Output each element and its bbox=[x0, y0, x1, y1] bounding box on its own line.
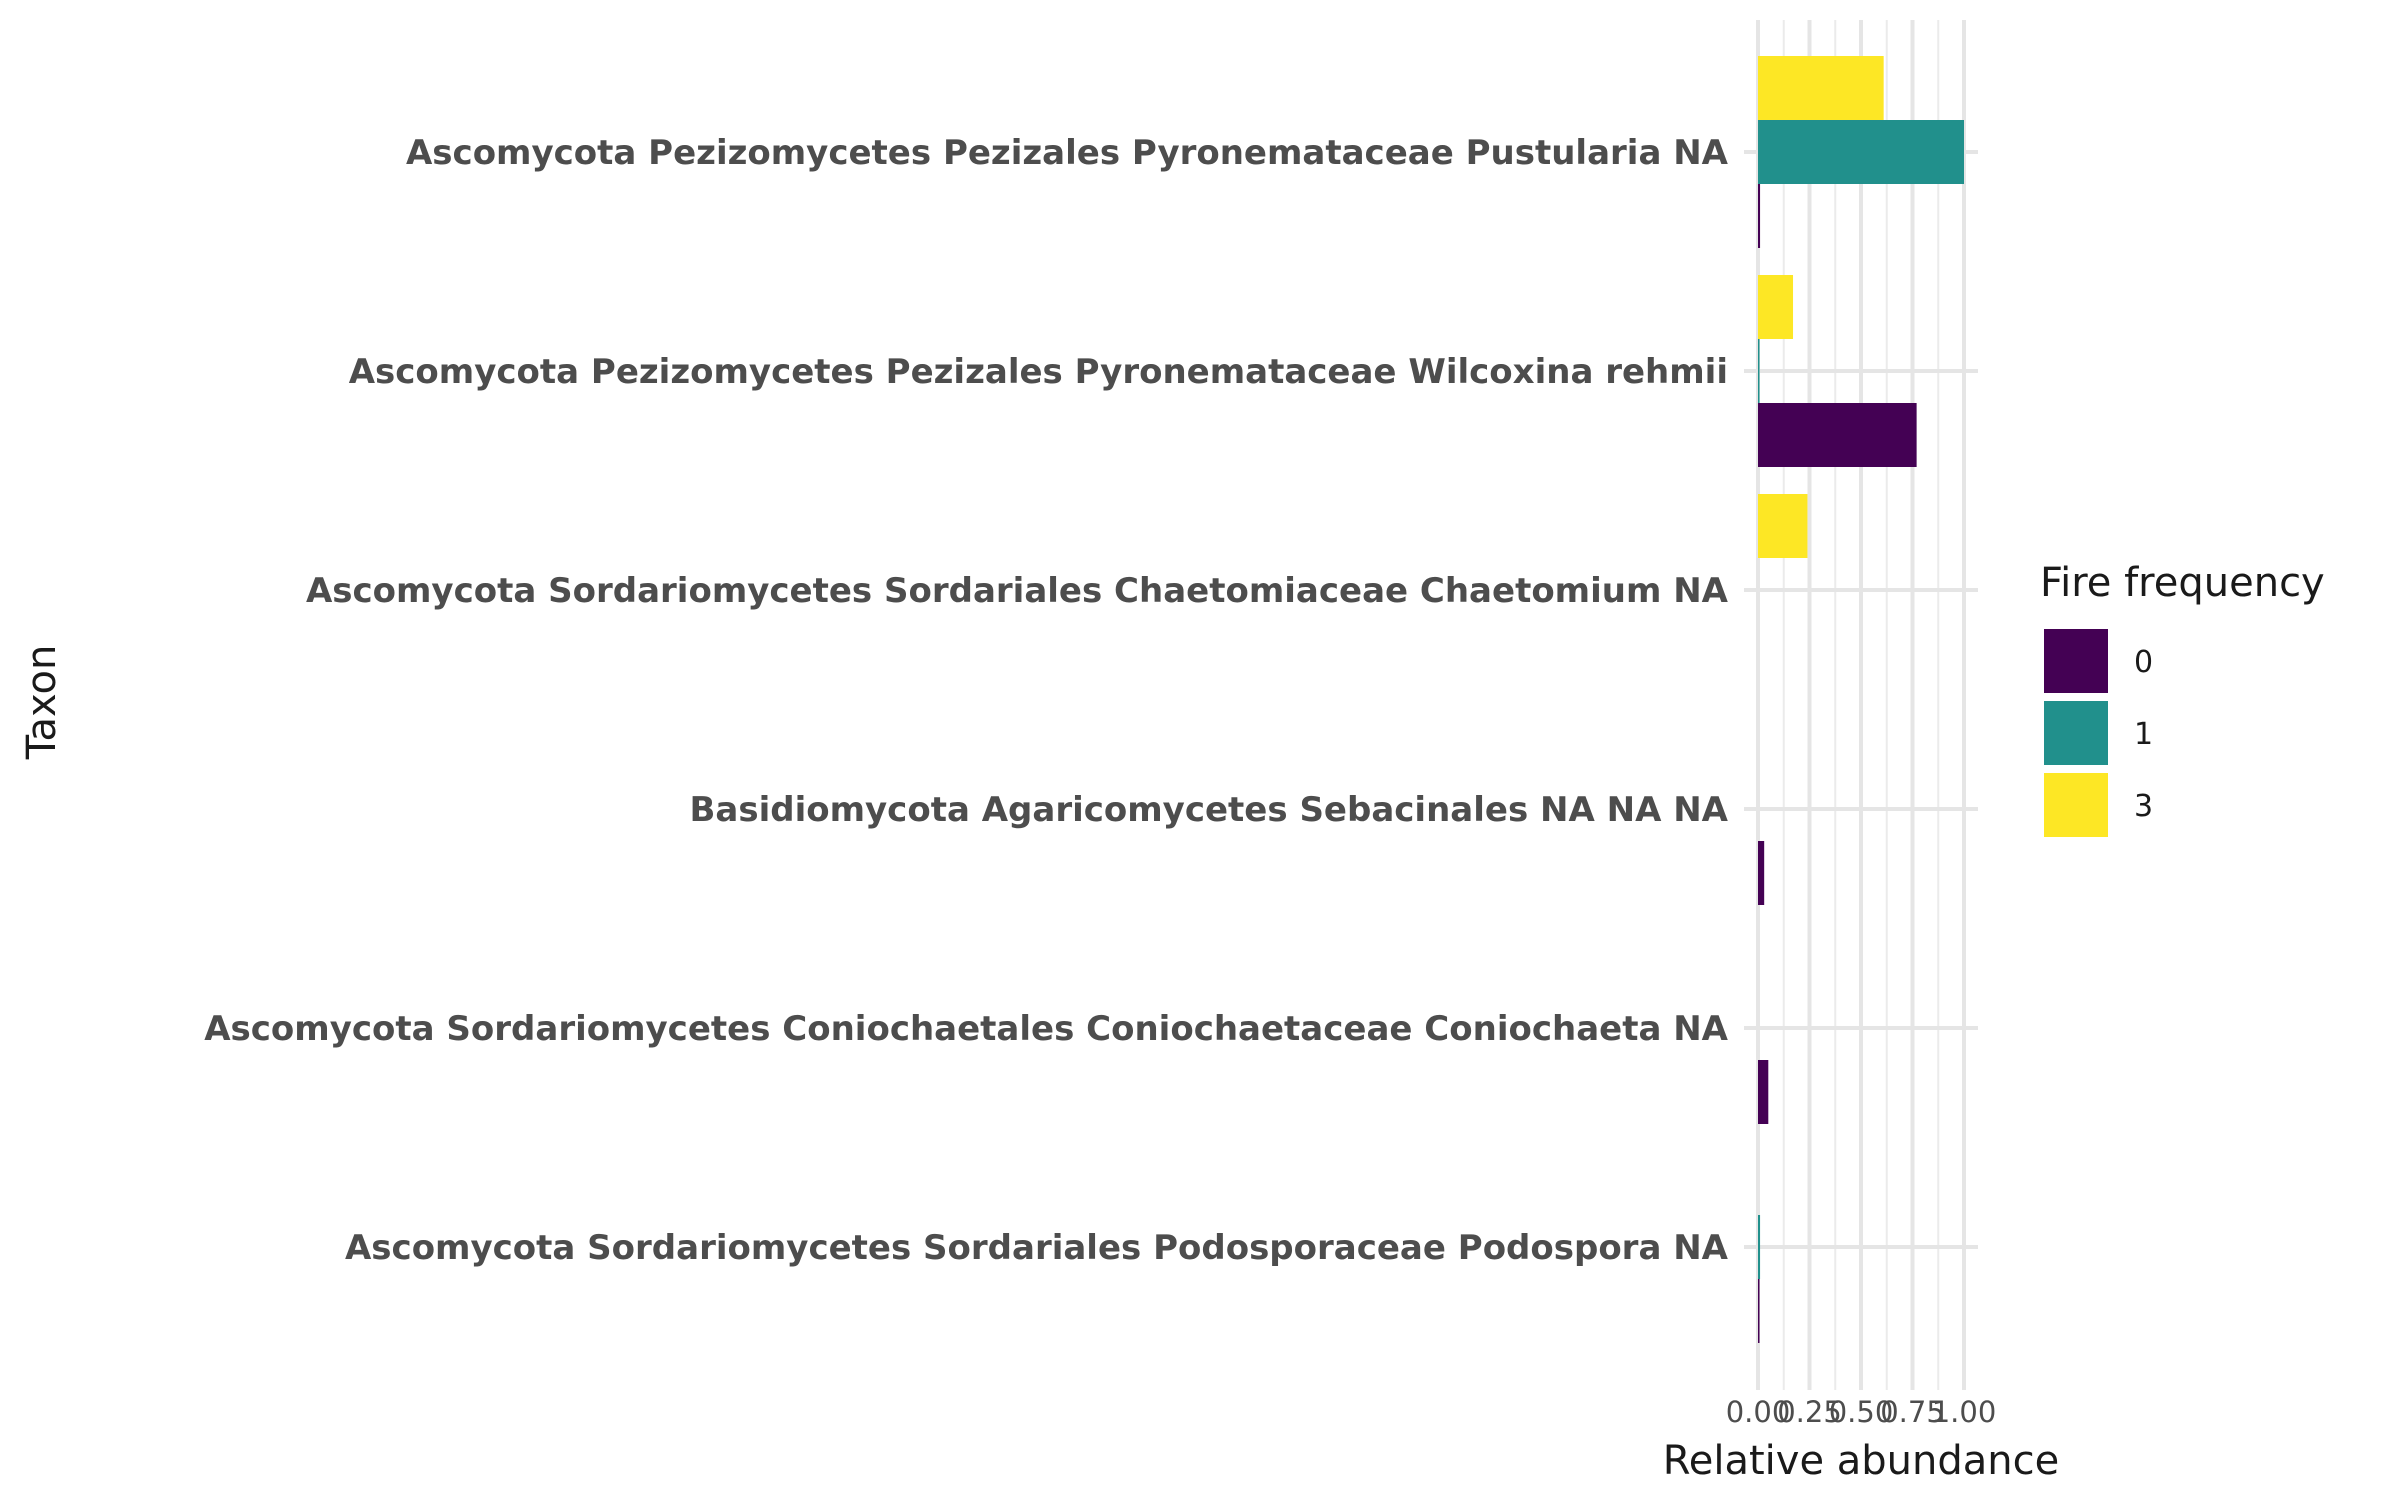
category-label: Ascomycota Pezizomycetes Pezizales Pyron… bbox=[406, 133, 1729, 173]
bar-series-3-cat-2 bbox=[1758, 275, 1794, 339]
bar-series-1-cat-1 bbox=[1758, 120, 1964, 184]
legend-label-1: 1 bbox=[2134, 717, 2153, 752]
grid bbox=[1744, 20, 1978, 1390]
bar-series-1-cat-2 bbox=[1758, 339, 1760, 403]
bar-series-0-cat-4 bbox=[1758, 841, 1765, 905]
bars bbox=[1758, 56, 1964, 1343]
legend-key-1 bbox=[2042, 699, 2110, 767]
bar-series-3-cat-1 bbox=[1758, 56, 1884, 120]
x-tick-label: 0.75 bbox=[1880, 1395, 1945, 1429]
x-tick-label: 0.00 bbox=[1726, 1395, 1791, 1429]
legend-title: Fire frequency bbox=[2040, 560, 2325, 606]
legend-key-0 bbox=[2042, 627, 2110, 695]
legend-label-3: 3 bbox=[2134, 789, 2153, 824]
category-label: Ascomycota Sordariomycetes Coniochaetale… bbox=[204, 1009, 1728, 1049]
x-tick-label: 1.00 bbox=[1932, 1395, 1997, 1429]
legend-label-0: 0 bbox=[2134, 645, 2153, 680]
x-axis-title: Relative abundance bbox=[1663, 1438, 2059, 1484]
bar-series-0-cat-6 bbox=[1758, 1279, 1760, 1343]
category-label: Ascomycota Sordariomycetes Sordariales P… bbox=[345, 1228, 1729, 1268]
bar-series-0-cat-5 bbox=[1758, 1060, 1769, 1124]
category-label: Basidiomycota Agaricomycetes Sebacinales… bbox=[689, 790, 1728, 830]
x-tick-label: 0.25 bbox=[1777, 1395, 1842, 1429]
category-label: Ascomycota Pezizomycetes Pezizales Pyron… bbox=[349, 352, 1728, 392]
bar-series-1-cat-6 bbox=[1758, 1215, 1761, 1279]
category-label: Ascomycota Sordariomycetes Sordariales C… bbox=[306, 571, 1729, 611]
legend-key-3 bbox=[2042, 771, 2110, 839]
x-tick-labels: 0.000.250.500.751.00 bbox=[1726, 1395, 1997, 1429]
category-labels: Ascomycota Pezizomycetes Pezizales Pyron… bbox=[204, 133, 1728, 1268]
bar-series-3-cat-3 bbox=[1758, 494, 1808, 558]
legend: Fire frequency 0 1 3 bbox=[2040, 560, 2325, 839]
y-axis-title: Taxon bbox=[19, 645, 65, 761]
bar-series-0-cat-1 bbox=[1758, 184, 1761, 248]
bar-series-0-cat-2 bbox=[1758, 403, 1917, 467]
x-tick-label: 0.50 bbox=[1829, 1395, 1894, 1429]
